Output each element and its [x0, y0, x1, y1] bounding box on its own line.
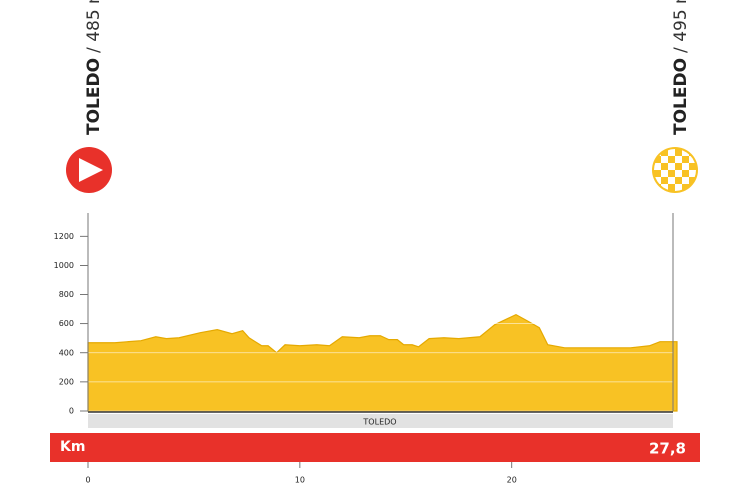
x-tick-label: 20	[507, 476, 517, 485]
start-altitude: / 485 m.	[84, 0, 104, 53]
finish-label: TOLEDO / 495 m.	[671, 0, 691, 135]
start-name: TOLEDO	[84, 58, 104, 135]
y-tick-label: 200	[59, 377, 74, 386]
finish-altitude: / 495 m.	[671, 0, 691, 53]
elevation-area	[87, 313, 678, 412]
distance-label: 27,8	[649, 440, 686, 458]
finish-icon	[652, 147, 698, 193]
distance-bar	[50, 433, 700, 462]
place-band	[88, 414, 673, 428]
x-tick-label: 10	[295, 476, 305, 485]
y-tick-label: 800	[59, 290, 74, 299]
finish-name: TOLEDO	[671, 58, 691, 135]
x-axis-label: Km	[60, 439, 85, 455]
y-tick-label: 400	[59, 348, 74, 357]
y-tick-label: 600	[59, 319, 74, 328]
x-tick-label: 0	[85, 476, 90, 485]
place-label: TOLEDO	[362, 418, 396, 427]
start-label: TOLEDO / 485 m.	[84, 0, 104, 135]
y-tick-label: 1000	[54, 261, 74, 270]
y-tick-label: 0	[69, 407, 74, 416]
start-icon	[66, 147, 112, 193]
y-tick-label: 1200	[54, 232, 74, 241]
